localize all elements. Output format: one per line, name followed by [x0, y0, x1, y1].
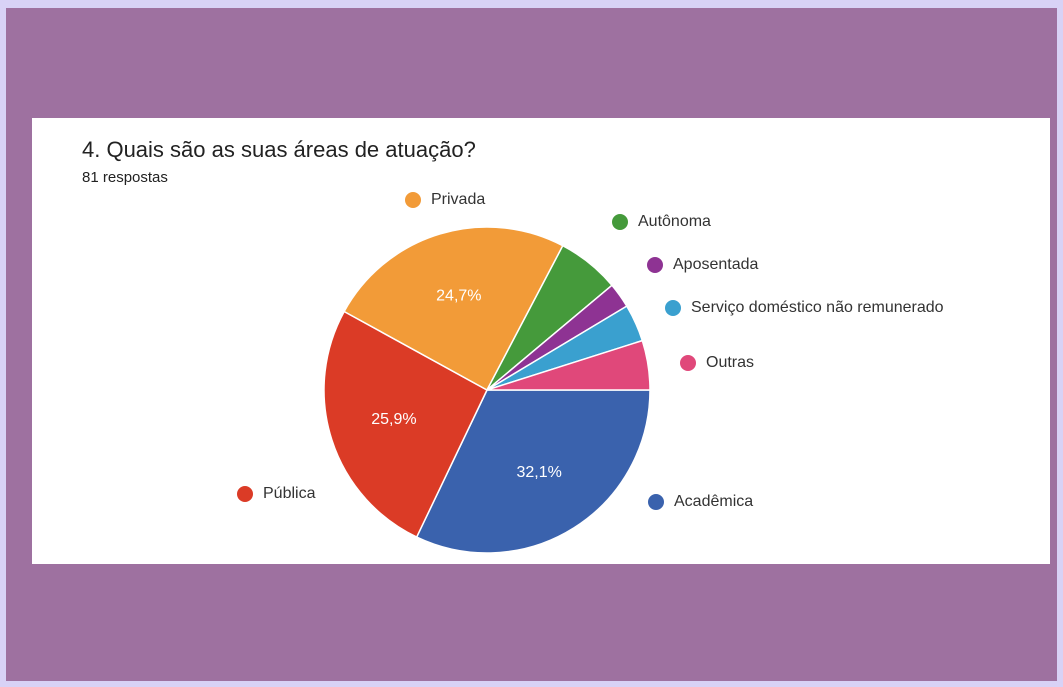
slice-label: 24,7%: [436, 288, 481, 305]
legend-label: Serviço doméstico não remunerado: [691, 299, 944, 316]
legend-label: Autônoma: [638, 213, 711, 230]
legend-label: Outras: [706, 354, 754, 371]
slice-label: 25,9%: [371, 411, 416, 428]
chart-title: 4. Quais são as suas áreas de atuação?: [82, 137, 476, 162]
pie-slice: [415, 389, 651, 554]
legend-label: Acadêmica: [674, 493, 753, 510]
legend-swatch: [665, 300, 681, 316]
legend-swatch: [647, 257, 663, 273]
chart-subtitle: 81 respostas: [82, 169, 168, 186]
slice-label: 32,1%: [516, 464, 561, 481]
legend-swatch: [612, 214, 628, 230]
legend-swatch: [237, 486, 253, 502]
legend-swatch: [680, 355, 696, 371]
legend-swatch: [648, 494, 664, 510]
legend-label: Aposentada: [673, 256, 759, 273]
legend-label: Privada: [431, 191, 485, 208]
legend-swatch: [405, 192, 421, 208]
pie-slice: [486, 339, 651, 391]
legend-label: Pública: [263, 485, 316, 502]
